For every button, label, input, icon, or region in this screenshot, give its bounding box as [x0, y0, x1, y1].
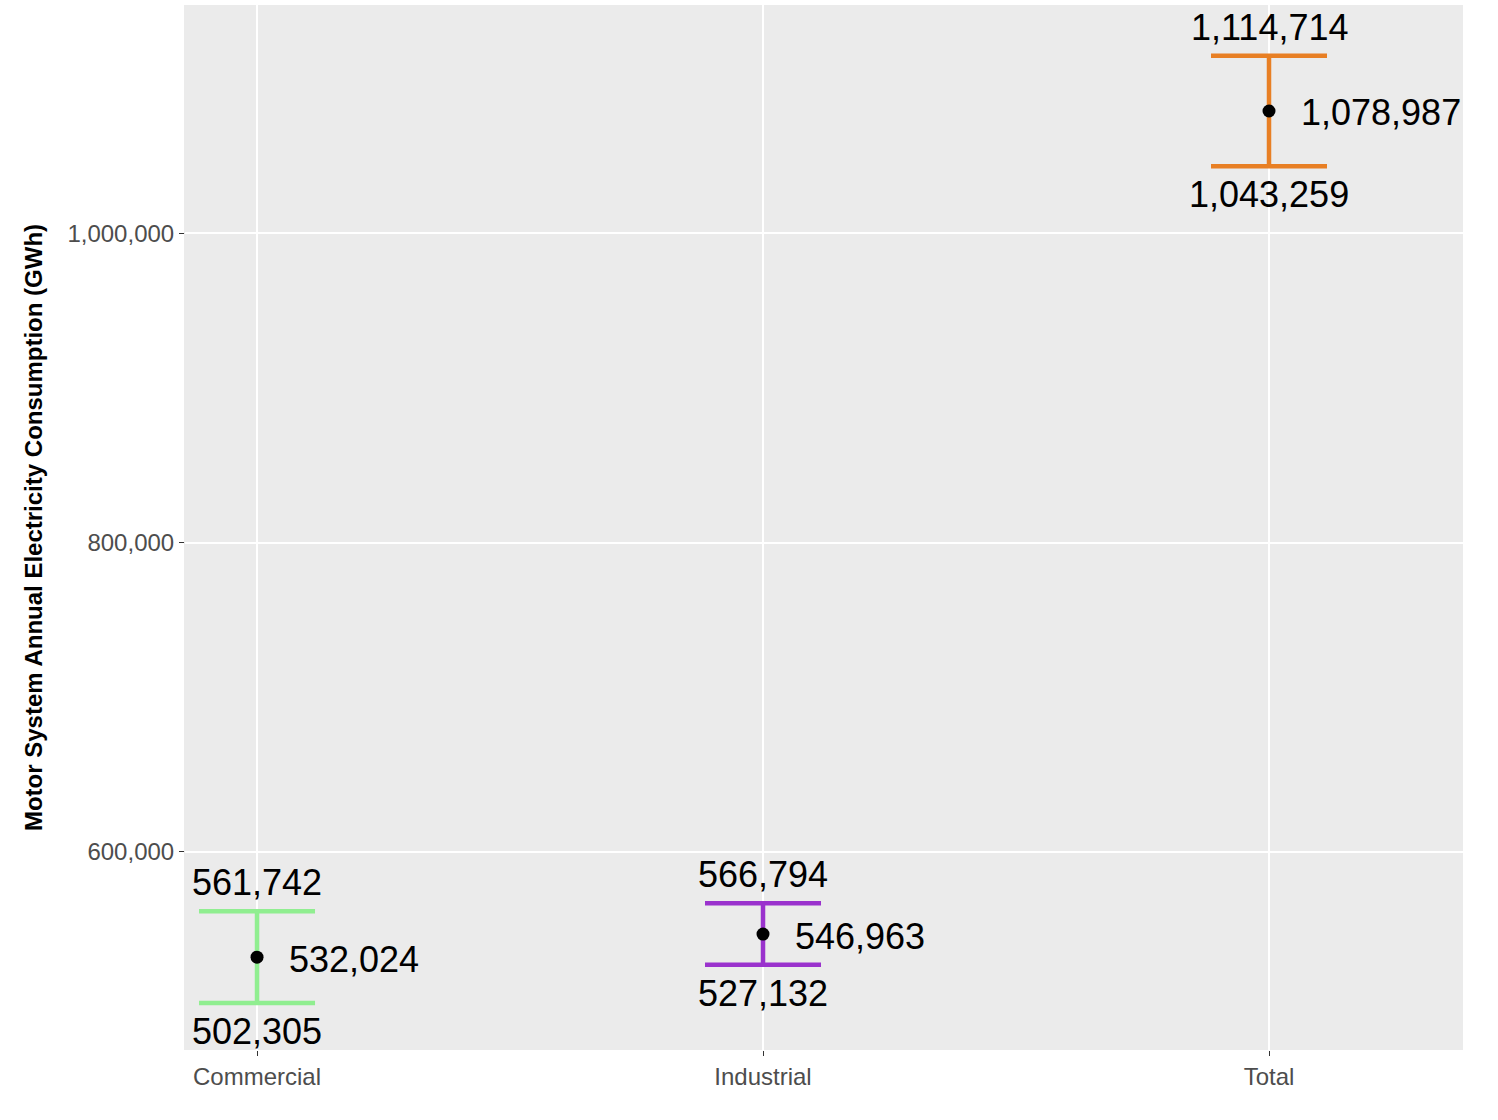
svg-text:1,114,714: 1,114,714	[1191, 7, 1348, 48]
svg-text:566,794: 566,794	[698, 854, 828, 895]
svg-text:532,024: 532,024	[289, 939, 419, 980]
svg-text:Commercial: Commercial	[193, 1063, 321, 1090]
svg-text:1,078,987: 1,078,987	[1301, 92, 1461, 133]
svg-text:546,963: 546,963	[795, 916, 925, 957]
svg-text:Motor System Annual Electricit: Motor System Annual Electricity Consumpt…	[20, 224, 47, 831]
svg-text:1,043,259: 1,043,259	[1189, 174, 1349, 215]
svg-text:600,000: 600,000	[87, 838, 174, 865]
svg-text:502,305: 502,305	[192, 1011, 322, 1052]
svg-text:527,132: 527,132	[698, 973, 828, 1014]
svg-text:800,000: 800,000	[87, 529, 174, 556]
svg-text:1,000,000: 1,000,000	[67, 220, 174, 247]
svg-text:561,742: 561,742	[192, 862, 322, 903]
svg-text:Total: Total	[1244, 1063, 1295, 1090]
svg-text:Industrial: Industrial	[714, 1063, 811, 1090]
